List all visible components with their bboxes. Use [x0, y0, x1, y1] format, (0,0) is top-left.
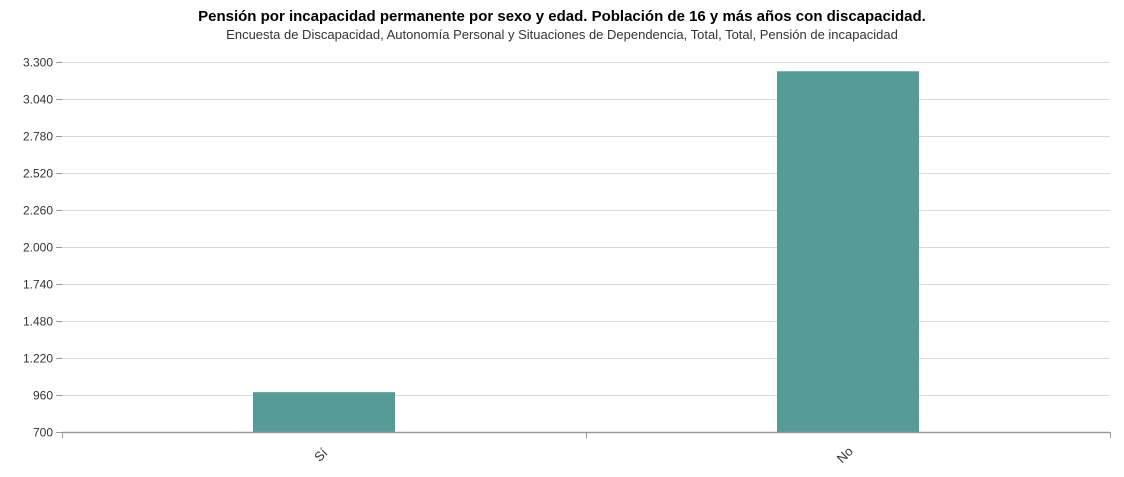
y-tick-label: 3.040 — [23, 93, 53, 107]
bar-si[interactable] — [253, 392, 395, 432]
y-tick-label: 2.520 — [23, 167, 53, 181]
chart-subtitle: Encuesta de Discapacidad, Autonomía Pers… — [226, 27, 898, 42]
x-tick-label: Sí — [311, 445, 331, 465]
chart-title: Pensión por incapacidad permanente por s… — [198, 8, 926, 25]
y-tick-label: 700 — [33, 426, 53, 440]
bars — [253, 71, 919, 432]
y-tick-label: 2.780 — [23, 130, 53, 144]
y-tick-label: 3.300 — [23, 56, 53, 70]
grid-lines — [62, 62, 1110, 433]
y-tick-label: 2.260 — [23, 204, 53, 218]
y-tick-label: 960 — [33, 389, 53, 403]
y-tick-label: 1.480 — [23, 315, 53, 329]
y-tick-label: 1.740 — [23, 278, 53, 292]
y-tick-label: 2.000 — [23, 241, 53, 255]
y-axis-ticks: 700 960 1.220 1.480 1.740 2.000 2.260 2.520 2.78… — [23, 56, 62, 440]
x-axis-ticks: Sí No — [62, 432, 1111, 466]
y-tick-label: 1.220 — [23, 352, 53, 366]
x-tick-label: No — [834, 444, 856, 466]
bar-no[interactable] — [777, 71, 919, 432]
